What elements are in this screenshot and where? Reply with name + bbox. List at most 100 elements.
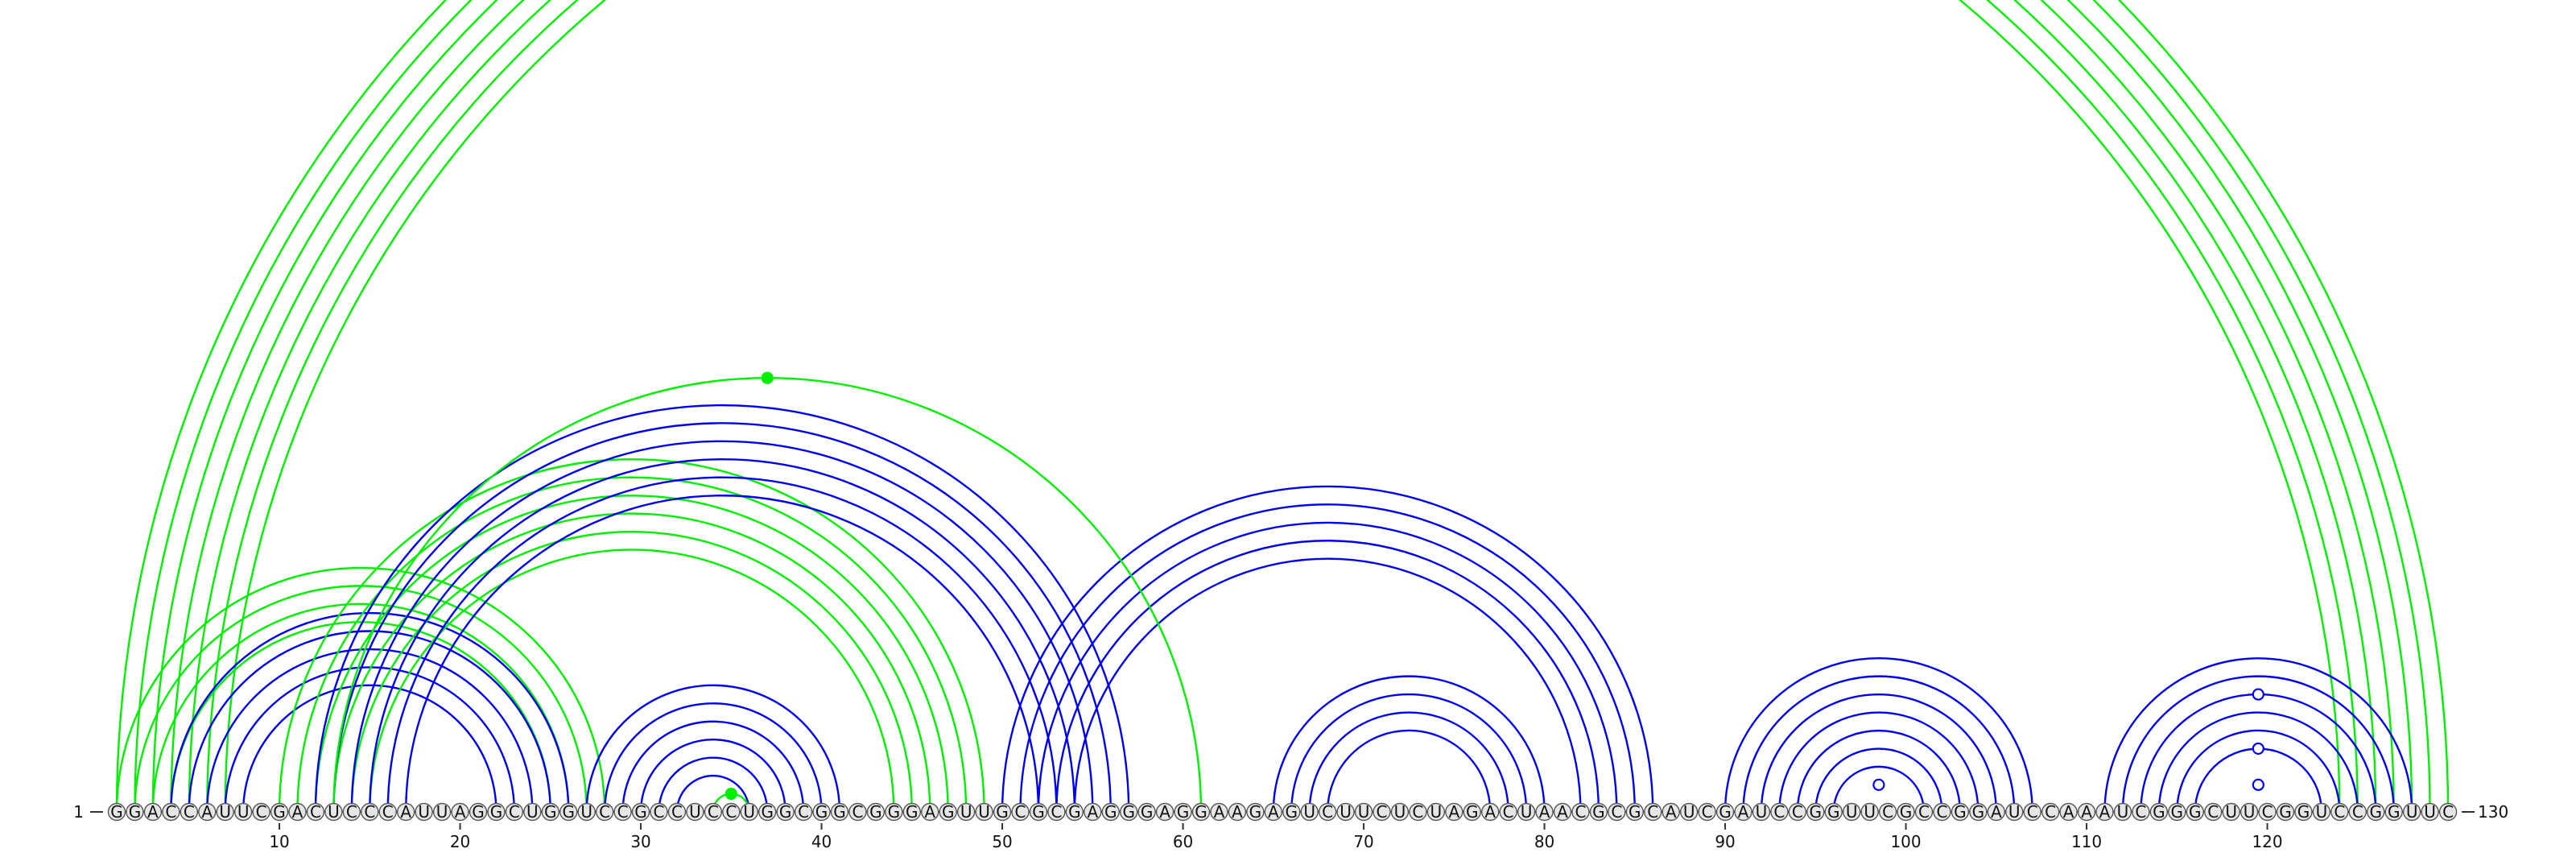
nucleotide-circle: [885, 802, 903, 822]
nucleotide-letter: G: [815, 802, 828, 822]
nucleotide-letter: G: [634, 802, 647, 822]
base-pair-arc: [332, 512, 931, 813]
nucleotide-letter: C: [1503, 802, 1514, 822]
tick-label: 30: [630, 832, 650, 851]
nucleotide-letter: G: [129, 802, 142, 822]
nucleotide-circle: [1987, 802, 2006, 822]
nucleotide-circle: [758, 802, 777, 822]
nucleotide-letter: A: [292, 802, 303, 822]
nucleotide-circle: [2168, 802, 2186, 822]
nucleotide-letter: A: [1484, 802, 1496, 822]
nucleotide-letter: C: [2334, 802, 2345, 822]
nucleotide-letter: A: [2099, 802, 2111, 822]
nucleotide-letter: G: [2279, 802, 2292, 822]
nucleotide-circle: [1969, 802, 1988, 822]
nucleotide-letter: A: [1087, 802, 1098, 822]
nucleotide-letter: A: [2063, 802, 2074, 822]
arc-marker: [724, 787, 737, 801]
nucleotide-circle: [198, 802, 217, 822]
nucleotide-letter: C: [852, 802, 863, 822]
nucleotide-circle: [2149, 802, 2169, 822]
base-pair-arc: [1778, 711, 1979, 813]
nucleotide-letter: C: [1773, 802, 1785, 822]
nucleotide-letter: C: [2045, 802, 2056, 822]
base-pair-arc: [1814, 747, 1943, 813]
nucleotide-letter: G: [1954, 802, 1967, 822]
nucleotide-letter: G: [1286, 802, 1298, 822]
tick-label: 80: [1534, 832, 1554, 851]
nucleotide-letter: G: [490, 802, 503, 822]
base-pair-arc: [350, 440, 1094, 813]
base-pair-arc: [117, 0, 2448, 812]
nucleotide-letter: A: [1738, 802, 1749, 822]
nucleotide-letter: G: [2171, 802, 2184, 822]
tick-label: 20: [450, 832, 470, 851]
base-pair-arc: [639, 739, 786, 813]
nucleotide-letter: C: [1702, 802, 1713, 822]
nucleotide-circle: [1571, 802, 1590, 822]
base-pair-arc: [386, 476, 1058, 813]
nucleotide-circle: [1029, 802, 1048, 822]
base-pair-arc: [332, 422, 1112, 813]
nucleotide-circle: [1228, 802, 1247, 822]
nucleotide-letter: U: [1340, 802, 1352, 822]
nucleotide-circle: [1897, 802, 1915, 822]
nucleotide-letter: A: [400, 802, 411, 822]
nucleotide-letter: G: [2153, 802, 2165, 822]
nucleotide-circle: [1409, 802, 1427, 822]
nucleotide-letter: G: [1141, 802, 1154, 822]
nucleotide-circle: [631, 802, 650, 822]
base-pair-arc: [314, 495, 949, 813]
nucleotide-circle: [1499, 802, 1517, 822]
nucleotide-letter: C: [1647, 802, 1658, 822]
nucleotide-circle: [1842, 802, 1861, 822]
nucleotide-letter: G: [2297, 802, 2310, 822]
nucleotide-circle: [1914, 802, 1934, 822]
nucleotide-letter: C: [617, 802, 629, 822]
nucleotide-circle: [1336, 802, 1355, 822]
tick-label: 100: [1890, 832, 1921, 851]
base-pair-arc: [1724, 657, 2033, 813]
nucleotide-letter: C: [256, 802, 267, 822]
nucleotide-circle: [126, 802, 144, 822]
nucleotide-circle: [902, 802, 922, 822]
base-pair-arc: [2176, 729, 2341, 813]
nucleotide-letter: G: [996, 802, 1009, 822]
nucleotide-circle: [2023, 802, 2041, 822]
base-pair-arc: [1001, 485, 1654, 813]
nucleotide-circle: [956, 802, 976, 822]
nucleotide-letter: C: [2262, 802, 2273, 822]
nucleotide-circle: [1933, 802, 1951, 822]
arc-marker: [761, 371, 774, 384]
nucleotide-letter: G: [761, 802, 774, 822]
nucleotide-letter: C: [671, 802, 683, 822]
nucleotide-letter: G: [1900, 802, 1913, 822]
nucleotide-letter: C: [509, 802, 520, 822]
nucleotide-circle: [2095, 802, 2114, 822]
nucleotide-letter: G: [888, 802, 901, 822]
nucleotide-letter: A: [455, 802, 466, 822]
nucleotide-letter: C: [1792, 802, 1803, 822]
nucleotide-letter: A: [201, 802, 213, 822]
base-pair-arc: [1272, 675, 1546, 813]
nucleotide-letter: C: [599, 802, 610, 822]
nucleotide-circle: [180, 802, 199, 822]
nucleotide-letter: U: [418, 802, 430, 822]
nucleotide-letter: A: [2081, 802, 2092, 822]
start-label: 1: [73, 802, 84, 822]
nucleotide-letter: A: [1539, 802, 1550, 822]
nucleotide-letter: G: [1629, 802, 1641, 822]
nucleotide-letter: C: [1936, 802, 1947, 822]
nucleotide-circle: [1788, 802, 1807, 822]
nucleotide-letter: C: [1015, 802, 1026, 822]
base-pair-arc: [242, 684, 497, 813]
nucleotide-circle: [1608, 802, 1626, 822]
nucleotide-letter: A: [1448, 802, 1459, 822]
nucleotide-letter: C: [1051, 802, 1062, 822]
base-pair-arcs: [117, 0, 2448, 812]
nucleotide-letter: G: [2370, 802, 2383, 822]
nucleotide-circle: [1155, 802, 1174, 822]
nucleotide-circle: [2005, 802, 2024, 822]
nucleotide-letter: G: [1466, 802, 1479, 822]
